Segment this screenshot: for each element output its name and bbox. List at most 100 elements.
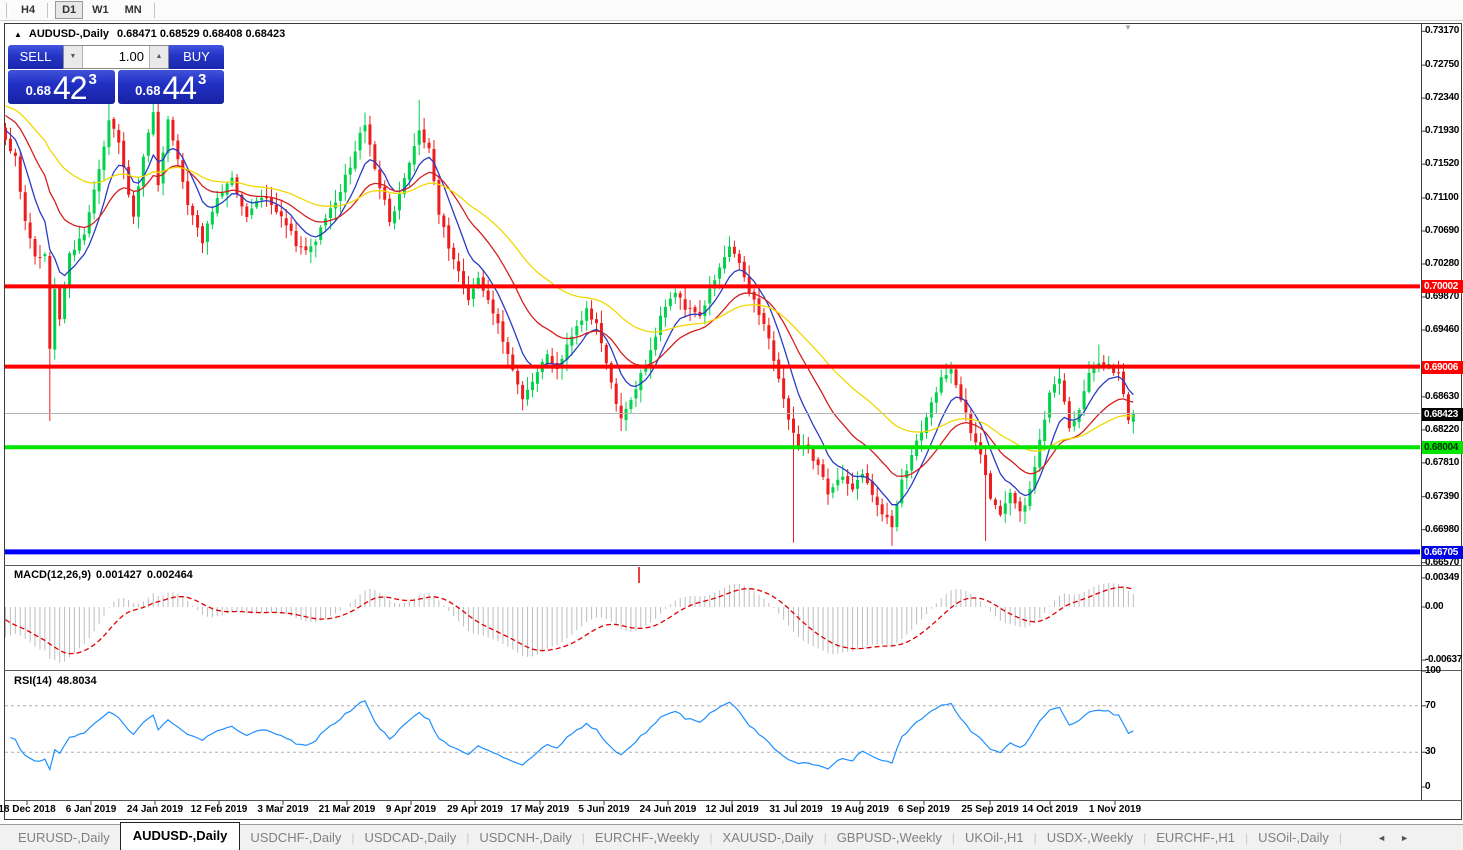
price-tag-0.69006: 0.69006 <box>1422 360 1463 374</box>
symbol-tab-eurusddaily[interactable]: EURUSD-,Daily <box>18 830 110 845</box>
symbol-tab-usdcnhdaily[interactable]: USDCNH-,Daily <box>479 830 572 845</box>
price-axis-label: 0.71520 <box>1425 158 1460 170</box>
tab-separator: | <box>1245 830 1249 845</box>
symbol-tab-xauusddaily[interactable]: XAUUSD-,Daily <box>722 830 814 845</box>
volume-increase-button[interactable]: ▲ <box>149 46 168 68</box>
buy-price-panel[interactable]: 0.68 44 3 <box>117 70 224 106</box>
rsi-axis-label: 100 <box>1425 665 1441 676</box>
pane-separator-rsi[interactable] <box>4 670 1462 671</box>
date-label: 29 Apr 2019 <box>447 804 503 815</box>
toolbar-separator <box>6 2 9 18</box>
price-axis-label: 0.70280 <box>1425 258 1460 269</box>
volume-input[interactable]: 1.00 <box>83 46 149 68</box>
price-axis-label: 0.71930 <box>1425 125 1460 137</box>
collapse-arrow-icon[interactable]: ▲ <box>14 30 22 39</box>
sell-price-panel[interactable]: 0.68 42 3 <box>8 70 115 104</box>
symbol-tab-eurchfh1[interactable]: EURCHF-,H1 <box>1156 830 1235 845</box>
date-label: 31 Jul 2019 <box>769 804 823 815</box>
timeframe-button-mn[interactable]: MN <box>124 4 142 16</box>
tab-separator: | <box>709 830 713 845</box>
tab-separator: | <box>1033 830 1037 845</box>
tab-separator: | <box>823 830 827 845</box>
buy-price-big: 44 <box>162 70 197 106</box>
symbol-tab-usdcaddaily[interactable]: USDCAD-,Daily <box>364 830 457 845</box>
one-click-trade-panel: SELL ▼ 1.00 ▲ BUY 0.68 42 3 0.68 44 3 <box>8 45 224 104</box>
tab-separator: | <box>466 830 470 845</box>
tab-separator: | <box>951 830 956 845</box>
tab-scroll-left-icon[interactable]: ◄ <box>1377 833 1401 843</box>
price-axis-label: 0.67810 <box>1425 456 1460 468</box>
date-label: 9 Apr 2019 <box>385 804 437 815</box>
price-axis-label: 0.69460 <box>1425 324 1460 336</box>
rsi-axis-label: 0 <box>1425 781 1431 792</box>
date-label: 1 Nov 2019 <box>1088 804 1142 815</box>
price-axis-label: 0.68220 <box>1425 423 1460 435</box>
toolbar-separator <box>47 2 51 18</box>
price-axis-line <box>1421 24 1422 800</box>
date-label: 5 Jun 2019 <box>578 804 630 815</box>
price-axis-label: 0.68630 <box>1425 390 1460 402</box>
symbol-tab-usoildaily[interactable]: USOil-,Daily <box>1258 830 1329 845</box>
date-label: 21 Mar 2019 <box>318 804 376 815</box>
tab-separator: | <box>351 830 355 845</box>
tab-scroll-right-icon[interactable]: ► <box>1400 833 1423 843</box>
rsi-axis-label: 70 <box>1425 699 1436 711</box>
price-axis-label: 0.72340 <box>1425 92 1460 104</box>
tab-scroll-buttons: ◄► <box>1377 833 1423 843</box>
pane-separator-macd[interactable] <box>4 565 1462 566</box>
date-label: 24 Jan 2019 <box>126 804 184 815</box>
price-axis-label: 0.66980 <box>1425 523 1460 535</box>
date-label: 14 Oct 2019 <box>1022 804 1078 815</box>
symbol-tab-audusddaily[interactable]: AUDUSD-,Daily <box>119 821 241 850</box>
tab-separator: | <box>581 830 585 845</box>
volume-decrease-button[interactable]: ▼ <box>64 46 83 68</box>
pane-separator-bottom <box>4 800 1462 801</box>
chart-window <box>4 23 1462 820</box>
sell-price-big: 42 <box>52 70 88 106</box>
current-price-tag: 0.68423 <box>1422 407 1463 421</box>
price-tag-0.70002: 0.70002 <box>1422 280 1463 294</box>
date-label: 25 Sep 2019 <box>961 804 1019 815</box>
chart-symbol-label: AUDUSD-,Daily <box>28 28 109 40</box>
price-axis[interactable]: 0.73170 0.72750 0.72340 0.71930 0.71520 0.711… <box>1422 23 1463 820</box>
buy-price-prefix: 0.68 <box>135 83 161 98</box>
symbol-tab-usdxweekly[interactable]: USDX-,Weekly <box>1046 830 1134 845</box>
timeframe-button-h4[interactable]: H4 <box>21 4 36 16</box>
date-label: 6 Sep 2019 <box>898 804 950 815</box>
date-label: 3 Mar 2019 <box>257 804 309 815</box>
toolbar-separator <box>153 2 157 18</box>
sell-price-pip: 3 <box>88 71 97 88</box>
volume-stepper: ▼ 1.00 ▲ <box>63 45 169 69</box>
buy-price-pip: 3 <box>198 71 207 88</box>
symbol-tab-ukoilh1[interactable]: UKOil-,H1 <box>965 830 1024 845</box>
price-axis-label: 0.71100 <box>1425 191 1459 203</box>
timeframe-button-w1[interactable]: W1 <box>92 4 109 16</box>
chart-ohlc-values: 0.68471 0.68529 0.68408 0.68423 <box>117 28 286 40</box>
date-label: 6 Jan 2019 <box>65 804 117 815</box>
macd-label: MACD(12,26,9) 0.001427 0.002464 <box>14 569 193 581</box>
chart-shift-marker-icon[interactable]: ▼ <box>1124 23 1132 32</box>
price-tag-0.68004: 0.68004 <box>1422 441 1463 455</box>
symbol-tab-usdchfdaily[interactable]: USDCHF-,Daily <box>250 830 342 845</box>
price-axis-label: 0.66570 <box>1425 556 1460 568</box>
time-axis[interactable]: 18 Dec 2018 6 Jan 2019 24 Jan 2019 12 Feb 2… <box>0 801 1421 819</box>
date-label: 12 Feb 2019 <box>190 804 248 815</box>
symbol-tab-gbpusdweekly[interactable]: GBPUSD-,Weekly <box>836 830 942 845</box>
symbol-tab-eurchfweekly[interactable]: EURCHF-,Weekly <box>594 830 700 845</box>
price-axis-label: 0.70690 <box>1425 224 1460 236</box>
price-axis-label: 0.73170 <box>1425 25 1460 37</box>
date-label: 12 Jul 2019 <box>705 804 759 815</box>
sell-button[interactable]: SELL <box>8 45 63 69</box>
chart-title: ▲ AUDUSD-,Daily 0.68471 0.68529 0.68408 0.… <box>14 28 285 40</box>
price-axis-label: 0.67390 <box>1425 490 1460 502</box>
tab-separator: | <box>1338 830 1343 845</box>
date-label: 18 Dec 2018 <box>0 804 56 815</box>
buy-button[interactable]: BUY <box>169 45 224 69</box>
price-axis-label: 0.72750 <box>1425 59 1460 71</box>
date-label: 24 Jun 2019 <box>639 804 697 815</box>
rsi-label: RSI(14) 48.8034 <box>14 675 97 687</box>
price-axis-label: 0.69870 <box>1425 291 1460 302</box>
timeframe-button-d1[interactable]: D1 <box>55 1 84 19</box>
price-tag-0.66705: 0.66705 <box>1422 545 1463 559</box>
